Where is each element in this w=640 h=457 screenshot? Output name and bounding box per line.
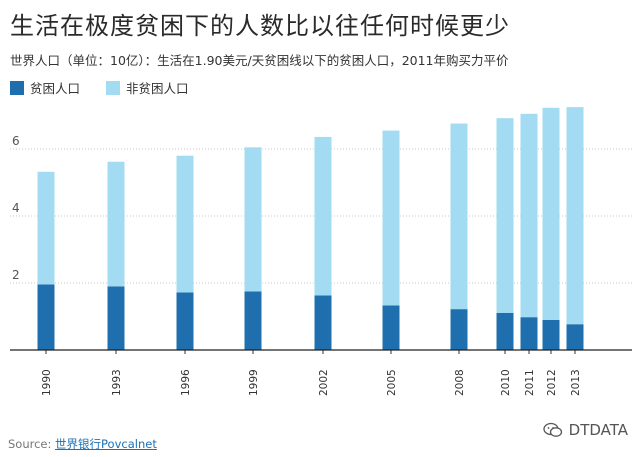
x-tick-label-1996: 1996 [180,369,192,396]
bar-nonpoor-1993 [107,161,125,287]
bar-nonpoor-2012 [542,107,560,320]
x-tick-label-2012: 2012 [546,369,558,396]
bar-poor-1990 [37,284,55,350]
x-tick-label-2010: 2010 [500,369,512,396]
bar-poor-2002 [314,295,332,350]
source-link[interactable]: 世界银行Povcalnet [55,437,157,451]
bar-poor-1993 [107,286,125,350]
bar-poor-1999 [244,291,262,350]
x-tick-label-2005: 2005 [386,369,398,396]
x-tick-label-1993: 1993 [111,369,123,396]
bar-nonpoor-2010 [496,118,514,313]
bar-nonpoor-1996 [176,155,194,293]
bar-poor-2013 [566,324,584,350]
bar-nonpoor-2002 [314,136,332,296]
y-tick-label-4: 4 [12,201,20,215]
x-tick-label-1999: 1999 [248,369,260,396]
bar-nonpoor-2011 [520,113,538,318]
y-tick-label-2: 2 [12,268,20,282]
legend-swatch-poor [10,80,24,95]
source-prefix: Source: [8,437,56,451]
wechat-icon [542,422,563,438]
bar-nonpoor-1999 [244,147,262,292]
chart-title: 生活在极度贫困下的人数比以往任何时候更少 [10,12,510,40]
bar-poor-2008 [450,309,468,350]
bar-poor-2005 [382,305,400,350]
source-note: Source: 世界银行Povcalnet [8,436,157,452]
x-tick-label-2013: 2013 [570,369,582,396]
bar-poor-1996 [176,292,194,350]
legend-item-poor: 贫困人口 [10,78,80,97]
x-tick-label-2008: 2008 [454,369,466,396]
bar-nonpoor-2008 [450,123,468,310]
x-tick-label-2002: 2002 [318,369,330,396]
watermark-text: DTDATA [568,421,628,439]
bar-nonpoor-2005 [382,130,400,306]
watermark: DTDATA [542,421,628,439]
legend-swatch-nonpoor [106,80,121,95]
legend-label-poor: 贫困人口 [30,81,81,96]
legend-item-nonpoor: 非贫困人口 [106,78,189,97]
bar-poor-2012 [542,319,560,350]
x-tick-label-1990: 1990 [41,369,53,396]
x-tick-label-2011: 2011 [524,369,536,396]
y-tick-label-6: 6 [12,134,20,148]
bar-nonpoor-1990 [37,171,55,285]
legend: 贫困人口 非贫困人口 [10,78,189,97]
chart-subtitle: 世界人口（单位：10亿）：生活在1.90美元/天贫困线以下的贫困人口，2011年… [10,53,509,68]
bar-poor-2011 [520,317,538,350]
bar-nonpoor-2013 [566,107,584,325]
legend-label-nonpoor: 非贫困人口 [126,81,189,96]
bar-poor-2010 [496,312,514,350]
